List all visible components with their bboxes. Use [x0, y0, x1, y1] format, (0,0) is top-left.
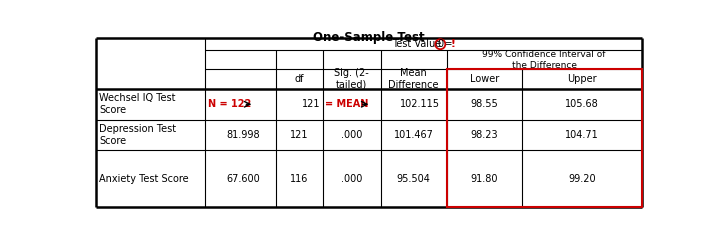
Text: 121: 121 [290, 130, 308, 140]
Text: One-Sample Test: One-Sample Test [313, 31, 425, 44]
Bar [446, 69, 642, 207]
Text: 105.68: 105.68 [565, 99, 599, 109]
Text: Test Value =: Test Value = [392, 39, 456, 49]
Text: Anxiety Test Score: Anxiety Test Score [99, 174, 189, 184]
Text: 81.998: 81.998 [227, 130, 260, 140]
Text: 98.23: 98.23 [471, 130, 498, 140]
Text: 98.55: 98.55 [471, 99, 498, 109]
Text: df: df [294, 74, 304, 84]
Text: 0: 0 [437, 39, 444, 49]
Text: 95.504: 95.504 [397, 174, 431, 184]
Text: Depression Test
Score: Depression Test Score [99, 124, 176, 146]
Text: .000: .000 [341, 174, 362, 184]
Text: N = 122: N = 122 [208, 99, 251, 109]
Text: .000: .000 [341, 130, 362, 140]
Text: !: ! [447, 39, 456, 49]
Text: Sig. (2-
tailed): Sig. (2- tailed) [334, 68, 369, 90]
Text: 67.600: 67.600 [227, 174, 261, 184]
Text: 104.71: 104.71 [565, 130, 599, 140]
Text: = MEAN: = MEAN [325, 99, 368, 109]
Text: Upper: Upper [567, 74, 597, 84]
Text: 91.80: 91.80 [471, 174, 498, 184]
Text: 102.115: 102.115 [400, 99, 440, 109]
Text: 121: 121 [302, 99, 320, 109]
Text: Lower: Lower [470, 74, 499, 84]
Text: 116: 116 [290, 174, 308, 184]
Text: 101.467: 101.467 [394, 130, 433, 140]
Text: 99.20: 99.20 [568, 174, 596, 184]
Text: Wechsel IQ Test
Score: Wechsel IQ Test Score [99, 93, 176, 115]
Text: Mean
Difference: Mean Difference [388, 68, 438, 90]
Text: 99% Confidence Interval of
the Difference: 99% Confidence Interval of the Differenc… [482, 49, 606, 70]
